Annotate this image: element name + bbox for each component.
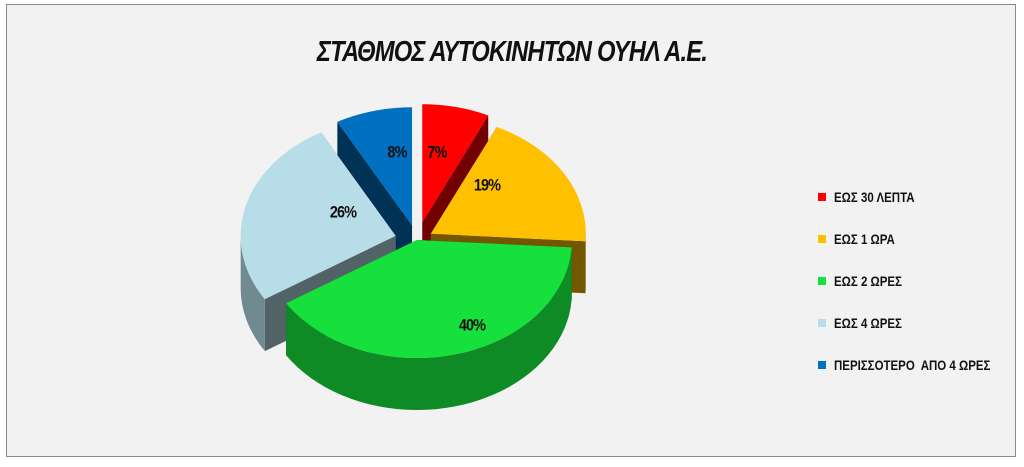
pie-slice-top	[286, 240, 572, 358]
pie-slice-edge	[240, 235, 265, 352]
legend-swatch	[818, 361, 826, 369]
legend-label: ΕΩΣ 30 ΛΕΠΤΑ	[834, 189, 915, 205]
pie-slice-top	[337, 107, 413, 226]
legend-label: ΕΩΣ 2 ΩΡΕΣ	[834, 273, 902, 289]
legend-item: ΠΕΡΙΣΣΟΤΕΡΟ ΑΠΟ 4 ΩΡΕΣ	[818, 344, 1024, 386]
pie-slice	[286, 240, 572, 410]
pie-slice-top	[240, 132, 396, 300]
legend-swatch	[818, 277, 826, 285]
legend-swatch	[818, 319, 826, 327]
legend-item: ΕΩΣ 2 ΩΡΕΣ	[818, 260, 1024, 302]
pie-slice-top	[422, 104, 489, 223]
chart-title: ΣΤΑΘΜΟΣ ΑΥΤΟΚΙΝΗΤΩΝ ΟΥΗΛ Α.Ε.	[316, 36, 708, 68]
legend-label: ΕΩΣ 1 ΩΡΑ	[834, 231, 895, 247]
legend-item: ΕΩΣ 30 ΛΕΠΤΑ	[818, 176, 1024, 218]
data-label: 7%	[427, 143, 447, 161]
pie-slice-edge	[286, 247, 572, 410]
data-label: 40%	[459, 316, 486, 334]
legend-item: ΕΩΣ 4 ΩΡΕΣ	[818, 302, 1024, 344]
pie-slice-top	[430, 127, 586, 242]
legend-label: ΠΕΡΙΣΣΟΤΕΡΟ ΑΠΟ 4 ΩΡΕΣ	[834, 357, 991, 373]
legend-label: ΕΩΣ 4 ΩΡΕΣ	[834, 315, 902, 331]
data-label: 19%	[474, 176, 501, 194]
legend-item: ΕΩΣ 1 ΩΡΑ	[818, 218, 1024, 260]
data-label: 26%	[330, 203, 357, 221]
data-label: 8%	[387, 143, 407, 161]
legend-swatch	[818, 193, 826, 201]
legend-swatch	[818, 235, 826, 243]
legend: ΕΩΣ 30 ΛΕΠΤΑ ΕΩΣ 1 ΩΡΑ ΕΩΣ 2 ΩΡΕΣ ΕΩΣ 4 …	[818, 176, 1024, 386]
